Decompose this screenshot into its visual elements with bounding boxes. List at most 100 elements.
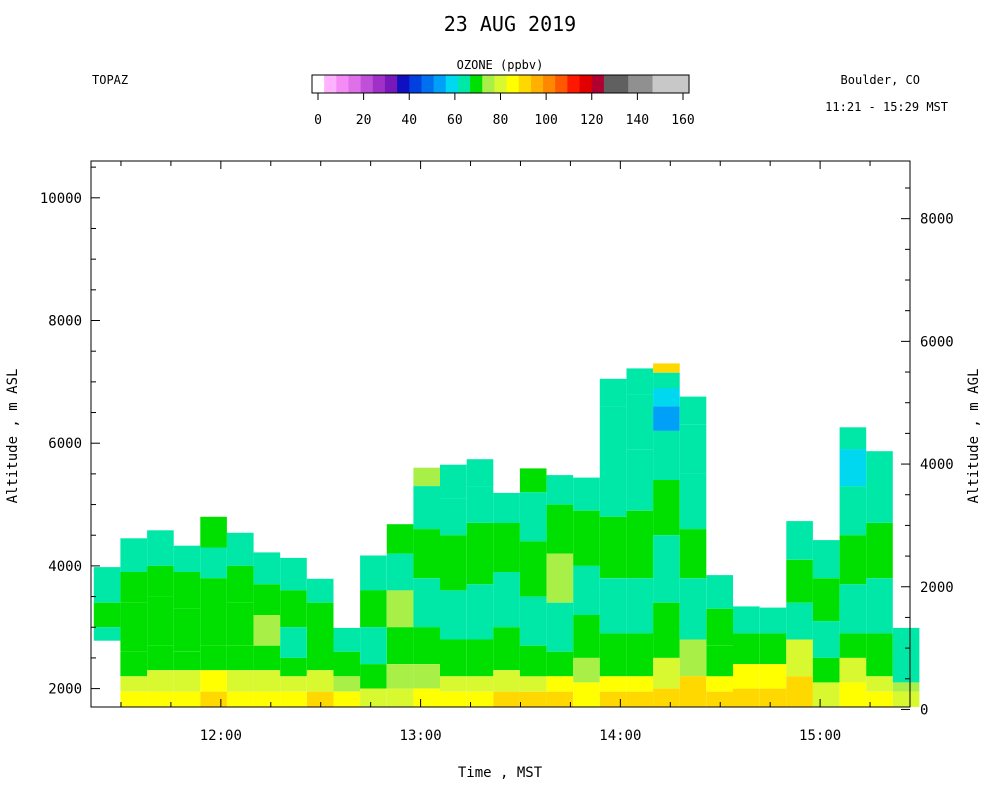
colorbar-swatch [591, 75, 605, 93]
heatmap-cell [706, 645, 733, 677]
heatmap-cell [360, 664, 387, 689]
heatmap-cell [200, 578, 227, 646]
colorbar-swatch [579, 75, 593, 93]
heatmap-cell [626, 449, 654, 511]
y-left-tick-label: 8000 [48, 314, 82, 330]
heatmap-cell [626, 510, 654, 579]
heatmap-cell [440, 676, 467, 692]
heatmap-cell [759, 664, 787, 689]
heatmap-cell [386, 524, 414, 554]
heatmap-cell [812, 621, 840, 658]
colorbar-swatch [555, 75, 568, 93]
heatmap-cell [626, 394, 654, 450]
heatmap-cell [573, 615, 600, 658]
x-axis-label: Time , MST [458, 765, 543, 781]
heatmap-cell [599, 455, 627, 517]
heatmap-cell [839, 633, 867, 658]
colorbar-swatch [603, 75, 617, 93]
heatmap-cell [440, 535, 467, 591]
site-label: TOPAZ [92, 73, 128, 87]
heatmap-cell [812, 682, 840, 707]
heatmap-cell [759, 633, 787, 665]
heatmap-cell [306, 639, 334, 671]
heatmap-cell [519, 468, 547, 493]
heatmap-cell [653, 406, 680, 431]
colorbar-swatch [324, 75, 337, 93]
colorbar-swatch [567, 75, 581, 93]
colorbar-swatch [372, 75, 386, 93]
heatmap-cell [546, 553, 574, 603]
heatmap-cell [440, 691, 467, 707]
heatmap-cell [333, 691, 361, 707]
y-left-tick-label: 10000 [40, 191, 82, 207]
heatmap-cell [253, 645, 281, 671]
heatmap-cell [519, 676, 547, 692]
heatmap-cell [440, 590, 467, 640]
heatmap-cell [413, 627, 440, 664]
colorbar-tick-label: 20 [356, 113, 372, 128]
heatmap-cell [839, 584, 867, 634]
heatmap-cell [253, 584, 281, 615]
heatmap-cell [466, 639, 494, 677]
heatmap-cell [759, 607, 787, 634]
heatmap-cell [93, 602, 121, 628]
colorbar-swatch [652, 75, 666, 93]
heatmap-cell [173, 670, 201, 692]
heatmap-cell [120, 651, 147, 677]
colorbar-swatch [409, 75, 423, 93]
colorbar-tick-label: 160 [671, 113, 694, 128]
heatmap-cell [413, 467, 440, 487]
y-right-tick-label: 8000 [920, 212, 954, 228]
heatmap-cell [466, 523, 494, 585]
heatmap-cell [306, 578, 334, 603]
heatmap-cell [679, 639, 707, 677]
heatmap-cell [786, 559, 813, 603]
heatmap-cell [200, 645, 227, 671]
location-label: Boulder, CO [841, 73, 920, 87]
heatmap-cell [120, 676, 147, 692]
heatmap-cell [120, 572, 147, 603]
heatmap-cell [546, 651, 574, 677]
heatmap-cell [227, 670, 254, 692]
heatmap-cell [786, 602, 813, 640]
heatmap-cell [706, 691, 733, 707]
heatmap-cell [493, 691, 520, 707]
heatmap-cell [413, 529, 440, 579]
heatmap-cell [280, 627, 307, 658]
heatmap-cell [599, 516, 627, 579]
heatmap-cell [653, 388, 680, 407]
heatmap-cell [599, 406, 627, 456]
colorbar-swatch [543, 75, 556, 93]
heatmap-cell [892, 682, 920, 692]
heatmap-cell [493, 572, 520, 628]
y-left-tick-label: 4000 [48, 559, 82, 575]
colorbar-swatch [336, 75, 350, 93]
heatmap-cell [120, 538, 147, 572]
heatmap-cell [812, 578, 840, 622]
heatmap-cell [466, 676, 494, 692]
heatmap-cell [466, 691, 494, 707]
heatmap-cell [333, 627, 361, 652]
heatmap-cell [253, 552, 281, 585]
heatmap-cell [493, 627, 520, 671]
heatmap-cell [653, 480, 680, 536]
heatmap-cell [653, 363, 680, 373]
heatmap-cell [227, 532, 254, 566]
heatmap-cell [120, 602, 147, 652]
heatmap-cell [173, 572, 201, 609]
colorbar-tick-label: 40 [401, 113, 417, 128]
heatmap-cell [892, 691, 920, 707]
y-right-tick-label: 4000 [920, 457, 954, 473]
time-range-label: 11:21 - 15:29 MST [825, 100, 948, 114]
heatmap-cells [93, 363, 920, 707]
heatmap-cell [386, 688, 414, 707]
heatmap-cell [786, 521, 813, 560]
colorbar-swatch [482, 75, 496, 93]
heatmap-cell [147, 596, 174, 646]
heatmap-cell [147, 691, 174, 707]
heatmap-cell [147, 530, 174, 566]
heatmap-cell [227, 565, 254, 603]
heatmap-cell [599, 676, 627, 692]
heatmap-cell [386, 664, 414, 689]
colorbar-swatch [506, 75, 520, 93]
